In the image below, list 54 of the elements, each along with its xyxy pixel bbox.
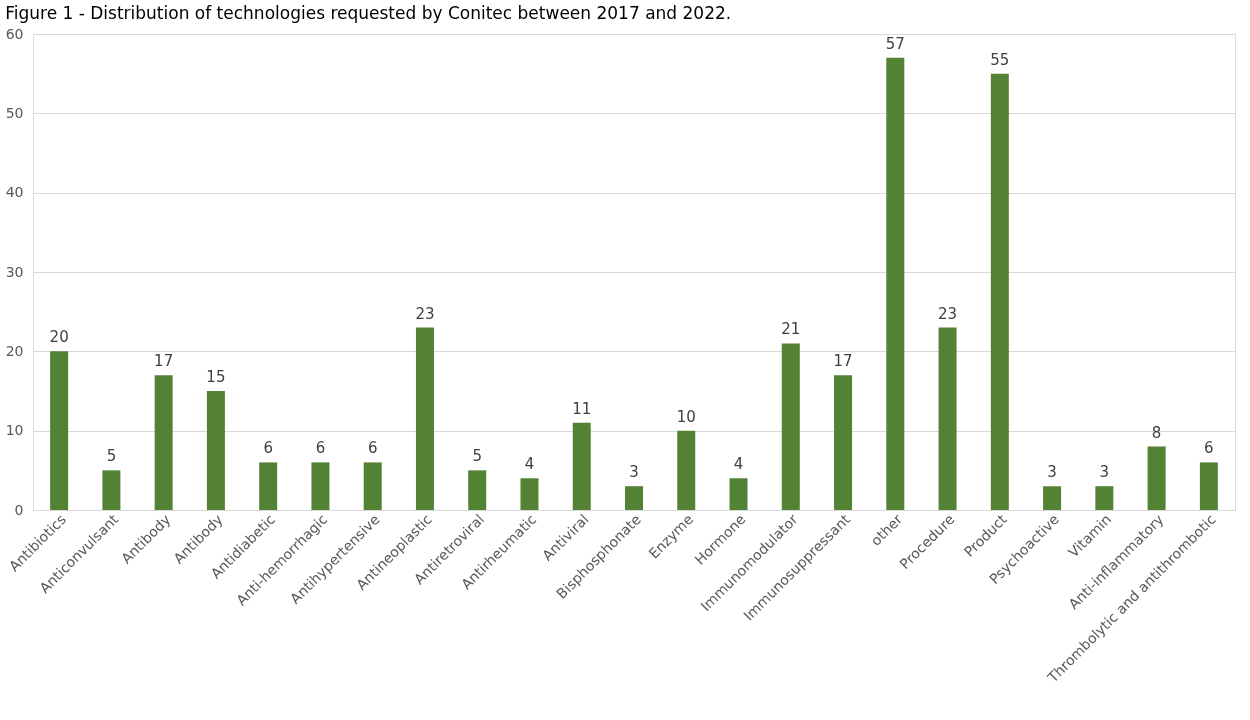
- bar: [781, 343, 800, 510]
- bar: [154, 375, 173, 510]
- chart-title: Figure 1 - Distribution of technologies requested by Conitec between 2017 and 2022.: [5, 3, 732, 23]
- bar: [677, 430, 696, 510]
- data-label: 4: [733, 455, 744, 474]
- y-tick-label: 30: [5, 263, 24, 280]
- data-label: 5: [106, 447, 117, 466]
- data-label: 17: [154, 352, 174, 371]
- data-label: 3: [1099, 463, 1110, 482]
- data-label: 11: [572, 399, 592, 418]
- data-label: 6: [367, 439, 378, 458]
- bar: [50, 351, 69, 510]
- y-tick-label: 50: [5, 104, 24, 121]
- bar: [1147, 446, 1166, 510]
- bar: [1199, 462, 1218, 510]
- bar: [1095, 486, 1114, 510]
- bar: [363, 462, 382, 510]
- bar: [1043, 486, 1062, 510]
- y-tick-label: 40: [5, 184, 24, 201]
- data-label: 17: [833, 352, 853, 371]
- bar: [834, 375, 853, 510]
- bar: [468, 470, 487, 510]
- y-tick-label: 0: [14, 501, 24, 518]
- data-label: 8: [1151, 423, 1162, 442]
- data-label: 10: [676, 407, 696, 426]
- data-label: 21: [781, 320, 801, 339]
- bar: [886, 57, 905, 510]
- data-label: 20: [49, 328, 69, 347]
- data-label: 6: [1204, 439, 1214, 458]
- bar: [572, 422, 591, 510]
- bar: [311, 462, 330, 510]
- data-label: 6: [263, 439, 273, 458]
- data-label: 3: [629, 463, 639, 482]
- data-label: 15: [206, 368, 226, 386]
- data-label: 6: [315, 439, 326, 458]
- data-label: 3: [1047, 463, 1057, 482]
- data-label: 23: [938, 304, 958, 323]
- bar: [938, 327, 957, 510]
- bar: [729, 478, 748, 510]
- y-tick-label: 10: [5, 422, 24, 439]
- y-tick-label: 60: [5, 25, 24, 42]
- data-label: 4: [524, 455, 535, 474]
- data-label: 5: [472, 447, 482, 466]
- data-label: 57: [885, 34, 905, 53]
- data-label: 55: [990, 50, 1010, 69]
- data-label: 23: [415, 304, 435, 323]
- bar: [520, 478, 539, 510]
- bar: [625, 486, 643, 510]
- bar: [415, 327, 434, 510]
- bar: [206, 391, 225, 510]
- bar: [102, 470, 121, 510]
- bar: [990, 73, 1009, 510]
- y-tick-label: 20: [5, 342, 24, 359]
- bar: [259, 462, 278, 510]
